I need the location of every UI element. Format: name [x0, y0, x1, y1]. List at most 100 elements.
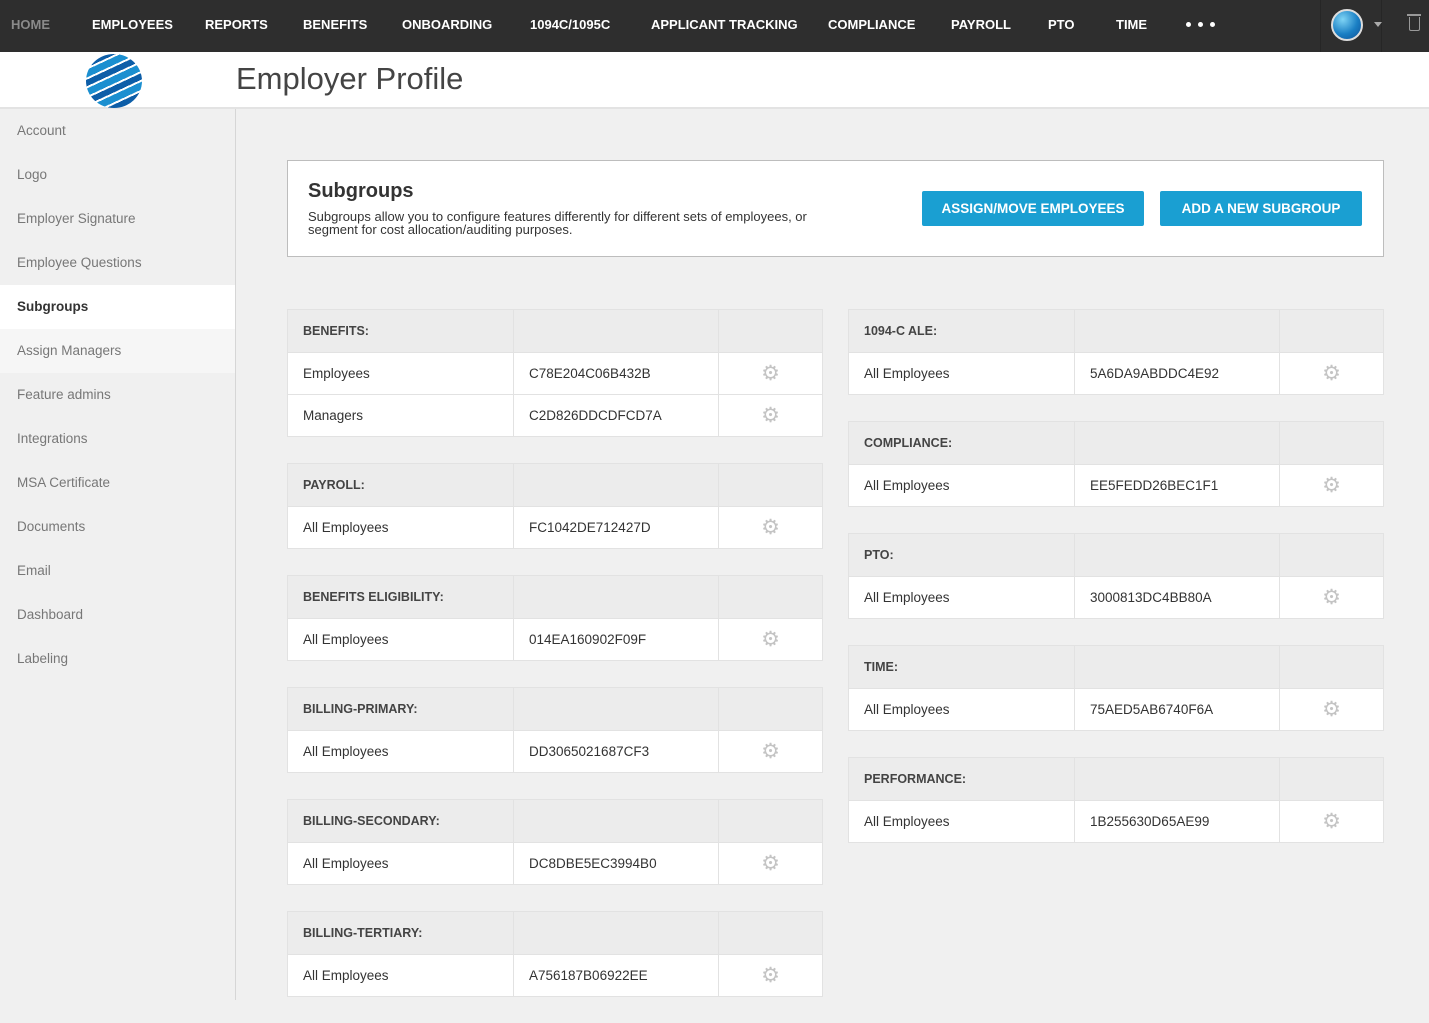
feature-title: BILLING-SECONDARY: [288, 800, 514, 842]
subgroup-table-header: BENEFITS: [288, 310, 822, 352]
subgroup-table: BILLING-TERTIARY: All Employees A756187B06… [287, 911, 823, 997]
nav-pto[interactable]: PTO [1048, 17, 1075, 32]
gear-icon[interactable]: ⚙ [761, 362, 780, 385]
gear-icon[interactable]: ⚙ [1322, 474, 1341, 497]
subgroup-id: EE5FEDD26BEC1F1 [1075, 465, 1280, 506]
feature-title: PAYROLL: [288, 464, 514, 506]
subgroup-id: C78E204C06B432B [514, 353, 719, 394]
nav-applicant-tracking[interactable]: APPLICANT TRACKING [651, 17, 798, 32]
subgroup-name: Employees [288, 353, 514, 394]
sidebar-item-integrations[interactable]: Integrations [17, 431, 88, 446]
feature-title: BILLING-PRIMARY: [288, 688, 514, 730]
nav-payroll[interactable]: PAYROLL [951, 17, 1011, 32]
nav-reports[interactable]: REPORTS [205, 17, 268, 32]
subgroup-table: PTO: All Employees 3000813DC4BB80A ⚙ [848, 533, 1384, 619]
chevron-down-icon [1374, 22, 1382, 27]
nav-onboarding[interactable]: ONBOARDING [402, 17, 493, 32]
subgroup-id: 1B255630D65AE99 [1075, 801, 1280, 842]
nav-compliance[interactable]: COMPLIANCE [828, 17, 916, 32]
gear-icon[interactable]: ⚙ [1322, 586, 1341, 609]
sidebar-item-feature-admins[interactable]: Feature admins [17, 387, 111, 402]
subgroup-table-header: BILLING-SECONDARY: [288, 800, 822, 842]
subgroup-id: A756187B06922EE [514, 955, 719, 996]
gear-icon[interactable]: ⚙ [761, 740, 780, 763]
gear-icon[interactable]: ⚙ [761, 516, 780, 539]
nav-employees[interactable]: EMPLOYEES [92, 17, 173, 32]
sidebar-item-account[interactable]: Account [17, 123, 66, 138]
sidebar-item-assign-managers[interactable]: Assign Managers [0, 329, 235, 373]
sidebar-item-dashboard[interactable]: Dashboard [17, 607, 84, 622]
subgroup-table-header: PTO: [849, 534, 1383, 576]
more-ellipsis-icon[interactable] [1186, 22, 1215, 27]
header-cell [719, 310, 822, 352]
sidebar-item-subgroups[interactable]: Subgroups [0, 285, 235, 329]
gear-icon[interactable]: ⚙ [761, 852, 780, 875]
table-row: All Employees DD3065021687CF3 ⚙ [288, 730, 822, 772]
table-row: All Employees 5A6DA9ABDDC4E92 ⚙ [849, 352, 1383, 394]
section-title: Subgroups [308, 180, 414, 202]
subgroup-name: All Employees [849, 353, 1075, 394]
subgroup-name: All Employees [849, 465, 1075, 506]
sidebar-item-msa-certificate[interactable]: MSA Certificate [17, 475, 111, 490]
header-cell [1075, 758, 1280, 800]
subgroup-table: BENEFITS ELIGIBILITY: All Employees 014EA1… [287, 575, 823, 661]
header-cell [719, 912, 822, 954]
subgroup-name: All Employees [288, 843, 514, 884]
sidebar-item-employee-questions[interactable]: Employee Questions [17, 255, 142, 270]
header-cell [514, 800, 719, 842]
page-title: Employer Profile [236, 61, 464, 96]
subgroup-name: All Employees [849, 801, 1075, 842]
header-cell [719, 800, 822, 842]
subgroup-table: PERFORMANCE: All Employees 1B255630D65AE99… [848, 757, 1384, 843]
gear-icon[interactable]: ⚙ [761, 964, 780, 987]
sidebar-item-employer-signature[interactable]: Employer Signature [17, 211, 136, 226]
header-cell [1280, 310, 1383, 352]
gear-icon[interactable]: ⚙ [1322, 698, 1341, 721]
header-cell [1075, 534, 1280, 576]
nav-1094c-1095c[interactable]: 1094C/1095C [530, 17, 611, 32]
subgroup-table: COMPLIANCE: All Employees EE5FEDD26BEC1F1 ⚙ [848, 421, 1384, 507]
feature-title: PTO: [849, 534, 1075, 576]
header-cell [514, 688, 719, 730]
feature-title: BILLING-TERTIARY: [288, 912, 514, 954]
header-cell [1280, 646, 1383, 688]
subgroup-table: BILLING-PRIMARY: All Employees DD306502168… [287, 687, 823, 773]
gear-icon[interactable]: ⚙ [761, 628, 780, 651]
user-menu[interactable] [1320, 0, 1382, 52]
header-cell [514, 310, 719, 352]
table-row: Managers C2D826DDCDFCD7A ⚙ [288, 394, 822, 436]
gear-icon[interactable]: ⚙ [1322, 810, 1341, 833]
subgroup-table: BILLING-SECONDARY: All Employees DC8DBE5EC… [287, 799, 823, 885]
sidebar: Account Logo Employer Signature Employee Qu… [0, 109, 236, 1000]
table-row: All Employees FC1042DE712427D ⚙ [288, 506, 822, 548]
subgroup-id: 014EA160902F09F [514, 619, 719, 660]
table-row: All Employees 014EA160902F09F ⚙ [288, 618, 822, 660]
subgroup-name: All Employees [288, 955, 514, 996]
sidebar-item-logo[interactable]: Logo [17, 167, 48, 182]
gear-icon[interactable]: ⚙ [1322, 362, 1341, 385]
subgroup-id: C2D826DDCDFCD7A [514, 395, 719, 436]
gear-icon[interactable]: ⚙ [761, 404, 780, 427]
add-subgroup-button[interactable]: ADD A NEW SUBGROUP [1160, 191, 1362, 226]
nav-home[interactable]: HOME [11, 17, 50, 32]
subgroup-name: All Employees [288, 619, 514, 660]
subgroup-id: DC8DBE5EC3994B0 [514, 843, 719, 884]
nav-time[interactable]: TIME [1116, 17, 1148, 32]
nav-benefits[interactable]: BENEFITS [303, 17, 368, 32]
header-cell [719, 688, 822, 730]
trash-icon[interactable] [1407, 14, 1421, 31]
subgroup-id: DD3065021687CF3 [514, 731, 719, 772]
sidebar-item-labeling[interactable]: Labeling [17, 651, 69, 666]
feature-title: BENEFITS: [288, 310, 514, 352]
subgroup-table-header: PAYROLL: [288, 464, 822, 506]
header-cell [514, 464, 719, 506]
subgroup-table-header: BILLING-TERTIARY: [288, 912, 822, 954]
feature-title: 1094-C ALE: [849, 310, 1075, 352]
subgroup-table-header: BENEFITS ELIGIBILITY: [288, 576, 822, 618]
feature-title: COMPLIANCE: [849, 422, 1075, 464]
subgroup-column-left: BENEFITS: Employees C78E204C06B432B ⚙ Manage… [287, 309, 823, 1023]
assign-move-employees-button[interactable]: ASSIGN/MOVE EMPLOYEES [922, 191, 1144, 226]
subgroup-id: 3000813DC4BB80A [1075, 577, 1280, 618]
sidebar-item-email[interactable]: Email [17, 563, 51, 578]
sidebar-item-documents[interactable]: Documents [17, 519, 86, 534]
